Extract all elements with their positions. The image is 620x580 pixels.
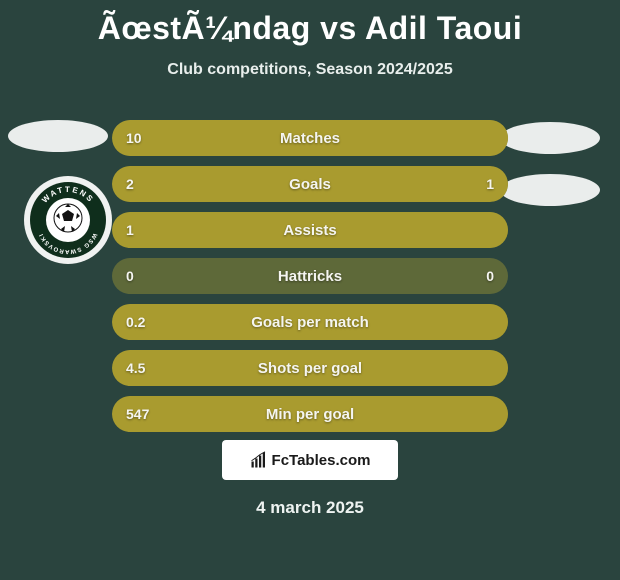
page-title: ÃœstÃ¼ndag vs Adil Taoui <box>0 0 620 47</box>
stat-row: 10Matches <box>112 120 508 156</box>
chart-bars-icon <box>250 451 268 469</box>
stat-label: Min per goal <box>112 396 508 432</box>
stat-row: 547Min per goal <box>112 396 508 432</box>
fctables-watermark: FcTables.com <box>222 440 398 480</box>
stat-label: Shots per goal <box>112 350 508 386</box>
stat-label: Matches <box>112 120 508 156</box>
stat-label: Hattricks <box>112 258 508 294</box>
club-badge-icon: WATTENS WSG SWAROVSKI <box>28 180 108 260</box>
stat-row: 4.5Shots per goal <box>112 350 508 386</box>
stat-label: Goals per match <box>112 304 508 340</box>
player-right-avatar-placeholder-1 <box>500 122 600 154</box>
stat-label: Assists <box>112 212 508 248</box>
stat-row: 00Hattricks <box>112 258 508 294</box>
date-label: 4 march 2025 <box>0 498 620 518</box>
fctables-text: FcTables.com <box>272 452 371 469</box>
stat-row: 21Goals <box>112 166 508 202</box>
comparison-card: ÃœstÃ¼ndag vs Adil Taoui Club competitio… <box>0 0 620 580</box>
club-badge: WATTENS WSG SWAROVSKI <box>24 176 112 264</box>
stat-label: Goals <box>112 166 508 202</box>
stat-row: 1Assists <box>112 212 508 248</box>
player-left-avatar-placeholder <box>8 120 108 152</box>
player-right-avatar-placeholder-2 <box>500 174 600 206</box>
stat-rows: 10Matches 21Goals 1Assists 00Hattricks 0.2Go… <box>112 120 508 442</box>
stat-row: 0.2Goals per match <box>112 304 508 340</box>
page-subtitle: Club competitions, Season 2024/2025 <box>0 61 620 79</box>
